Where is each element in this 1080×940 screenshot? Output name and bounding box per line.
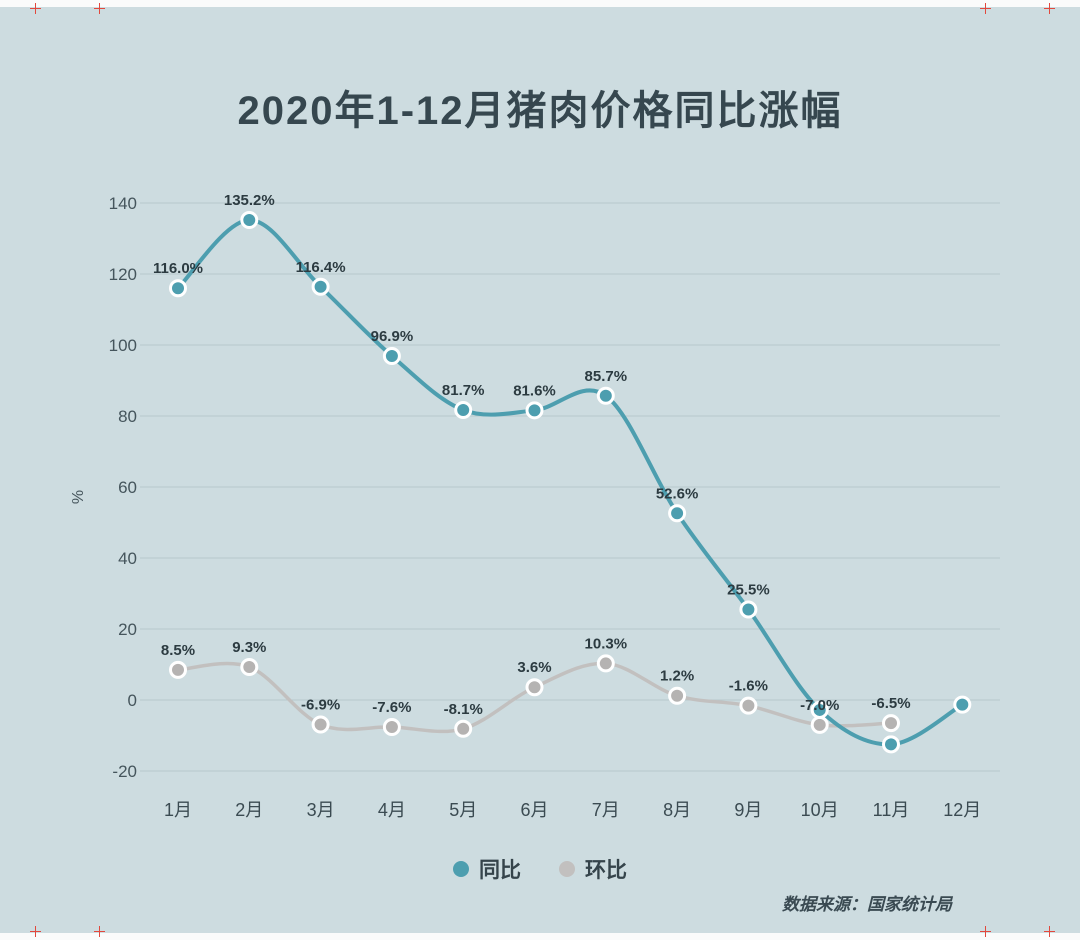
mom-data-point-label: -6.5%: [871, 695, 910, 712]
yoy-data-point: [882, 735, 900, 754]
mom-data-point: [169, 660, 187, 679]
mom-data-point-label: -8.1%: [444, 701, 483, 718]
mom-data-point-label: 3.6%: [517, 659, 551, 676]
yoy-data-point-label: 81.7%: [442, 382, 485, 399]
yoy-data-point-label: 25.5%: [727, 581, 770, 598]
mom-data-point-label: -1.6%: [729, 678, 768, 695]
x-axis-label: 10月: [801, 800, 839, 820]
yoy-data-point: [596, 386, 615, 405]
yoy-data-point: [311, 277, 330, 296]
yoy-data-point: [739, 600, 758, 619]
x-axis-label: 9月: [734, 800, 762, 820]
crop-mark: [1044, 926, 1055, 937]
y-axis-tick-label: 20: [118, 620, 137, 639]
crop-mark: [980, 926, 991, 937]
y-axis-tick-label: -20: [112, 762, 137, 781]
yoy-data-point: [668, 504, 687, 523]
y-axis-tick-label: 60: [118, 478, 137, 497]
y-axis-tick-label: 0: [128, 691, 137, 710]
yoy-data-point: [169, 279, 187, 298]
x-axis-label: 5月: [449, 800, 477, 820]
y-axis-tick-label: 40: [118, 549, 137, 568]
mom-data-point: [596, 654, 615, 673]
mom-data-point: [668, 686, 687, 705]
top-edge-strip: [0, 0, 1080, 7]
x-axis-label: 3月: [307, 800, 335, 820]
data-source: 数据来源：国家统计局: [782, 895, 952, 914]
mom-data-point: [240, 657, 259, 676]
crop-mark: [94, 926, 105, 937]
crop-mark: [980, 3, 991, 14]
y-axis-tick-label: 120: [109, 265, 137, 284]
yoy-data-point-label: 116.4%: [296, 259, 346, 276]
crop-mark: [94, 3, 105, 14]
yoy-data-point-label: 52.6%: [656, 485, 699, 502]
y-axis-tick-label: 100: [109, 336, 137, 355]
x-axis-label: 8月: [663, 800, 691, 820]
legend-item-mom: 环比: [559, 854, 627, 884]
x-axis-label: 11月: [873, 800, 910, 820]
x-axis-label: 2月: [235, 800, 263, 820]
yoy-data-point: [240, 211, 259, 230]
yoy-data-point: [953, 695, 972, 714]
crop-mark: [30, 926, 41, 937]
yoy-data-point: [454, 400, 473, 419]
legend: 同比 环比: [0, 854, 1080, 884]
mom-data-point: [525, 678, 544, 697]
y-axis-tick-label: 140: [109, 194, 137, 213]
yoy-data-point: [810, 700, 829, 719]
mom-data-point-label: 9.3%: [232, 639, 266, 656]
y-axis-tick-label: 80: [118, 407, 137, 426]
y-axis-title: %: [70, 490, 87, 504]
yoy-data-point-label: 81.6%: [513, 382, 556, 399]
legend-dot-mom: [559, 861, 575, 877]
x-axis-label: 4月: [378, 800, 406, 820]
yoy-data-point-label: 96.9%: [371, 328, 414, 345]
x-axis-label: 1月: [164, 800, 192, 820]
yoy-data-point-label: 116.0%: [153, 260, 203, 277]
mom-data-point: [311, 715, 330, 734]
legend-item-yoy: 同比: [453, 854, 521, 884]
legend-label-yoy: 同比: [479, 859, 521, 882]
mom-data-point: [382, 717, 401, 736]
legend-dot-yoy: [453, 861, 469, 877]
legend-label-mom: 环比: [585, 859, 627, 882]
mom-data-point-label: -6.9%: [301, 696, 340, 713]
mom-data-point-label: 8.5%: [161, 642, 195, 659]
mom-data-point-label: 10.3%: [585, 635, 628, 652]
yoy-data-point-label: 135.2%: [224, 192, 275, 209]
crop-mark: [1044, 3, 1055, 14]
mom-data-point-label: -7.0%: [800, 697, 839, 714]
yoy-line: [176, 218, 965, 747]
x-axis-label: 6月: [520, 800, 548, 820]
mom-data-point-label: 1.2%: [660, 668, 694, 685]
bottom-edge-strip: [0, 933, 1080, 940]
yoy-data-point: [382, 347, 401, 366]
mom-data-point-label: -7.6%: [372, 699, 411, 716]
crop-mark: [30, 3, 41, 14]
mom-data-point: [739, 696, 758, 715]
chart-title: 2020年1-12月猪肉价格同比涨幅: [237, 89, 843, 133]
x-axis-label: 12月: [943, 800, 981, 820]
mom-data-point: [882, 714, 900, 733]
mom-data-point: [810, 715, 829, 734]
mom-data-point: [454, 719, 473, 738]
yoy-data-point: [525, 401, 544, 420]
x-axis-label: 7月: [592, 800, 620, 820]
yoy-data-point-label: 85.7%: [585, 368, 628, 385]
